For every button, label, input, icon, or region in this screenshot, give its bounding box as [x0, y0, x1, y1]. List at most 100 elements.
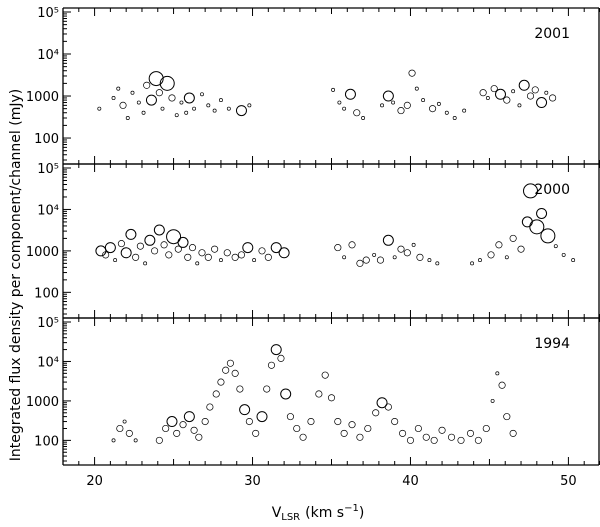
data-point: [334, 244, 342, 252]
data-point: [165, 251, 173, 259]
data-point: [136, 242, 144, 250]
data-point: [190, 426, 198, 434]
data-point: [166, 416, 178, 428]
data-point: [201, 417, 209, 426]
data-point: [212, 108, 217, 113]
data-point: [143, 81, 151, 89]
data-point: [119, 101, 127, 109]
data-point: [239, 404, 251, 416]
data-point: [217, 378, 225, 386]
data-point: [503, 413, 511, 421]
data-point: [218, 98, 223, 103]
data-point: [125, 116, 130, 120]
data-point: [503, 96, 511, 104]
data-point: [198, 249, 206, 257]
x-axis-title-subscript: LSR: [281, 512, 300, 523]
data-point: [195, 261, 200, 266]
data-point: [517, 245, 525, 253]
data-point: [523, 183, 539, 199]
data-point: [179, 100, 184, 105]
data-point: [120, 247, 132, 259]
data-point: [299, 433, 307, 441]
data-point: [277, 354, 285, 362]
data-point: [293, 424, 301, 433]
data-point: [245, 417, 253, 426]
data-point: [549, 94, 557, 102]
data-point: [206, 103, 211, 108]
data-point: [141, 110, 146, 115]
data-point: [518, 79, 530, 91]
data-point: [252, 258, 257, 263]
data-point: [148, 71, 164, 87]
data-point: [340, 429, 348, 437]
data-point: [495, 371, 500, 376]
data-point: [470, 261, 475, 266]
data-point: [179, 421, 187, 429]
data-point: [403, 101, 411, 109]
data-point: [414, 86, 419, 91]
y-tick-label: 100: [34, 434, 59, 449]
data-point: [192, 106, 197, 111]
data-point: [342, 106, 347, 111]
x-axis-title-units: (km s: [305, 505, 344, 521]
y-tick-label: 10⁴: [37, 48, 59, 63]
data-point: [270, 242, 282, 254]
data-point: [200, 92, 204, 97]
data-point: [113, 258, 118, 263]
data-point: [315, 390, 323, 398]
data-point: [384, 403, 392, 411]
data-point: [97, 106, 102, 111]
panel-2001: 100 1000 10⁴ 10⁵ 2001: [26, 6, 600, 165]
data-point: [132, 253, 140, 261]
data-point: [372, 409, 380, 417]
data-point: [494, 88, 506, 100]
data-point: [204, 253, 212, 261]
panel-year-label: 2001: [534, 26, 570, 42]
data-point: [478, 258, 482, 263]
data-point: [153, 224, 165, 236]
data-point: [372, 252, 377, 257]
data-point: [511, 89, 516, 94]
data-point: [188, 244, 197, 252]
data-point: [278, 247, 290, 259]
data-point: [226, 359, 234, 367]
data-point: [399, 429, 407, 437]
y-tick-label: 100: [34, 132, 59, 147]
data-point: [376, 397, 388, 409]
data-point: [104, 242, 116, 254]
chart-panels: 100100010⁴10⁵2001100100010⁴10⁵2000100100…: [26, 6, 600, 489]
data-point: [218, 258, 223, 263]
data-point: [348, 241, 356, 249]
data-point: [211, 245, 219, 253]
x-axis-title-units-close: ): [359, 505, 364, 521]
data-point: [553, 244, 558, 249]
data-point: [376, 256, 385, 264]
data-point: [183, 411, 195, 423]
y-tick-label: 10⁴: [37, 355, 59, 370]
data-point: [536, 207, 548, 219]
data-point: [521, 216, 533, 228]
data-point: [236, 385, 244, 393]
data-point: [544, 90, 549, 95]
data-point: [479, 89, 487, 97]
data-point: [362, 256, 370, 264]
data-point: [280, 388, 292, 400]
data-point: [160, 241, 168, 249]
data-point: [490, 85, 498, 93]
data-point: [267, 361, 276, 369]
data-point: [143, 261, 148, 266]
data-point: [174, 245, 182, 253]
data-point: [111, 95, 116, 100]
y-axis-title: Integrated flux density per component/ch…: [8, 89, 24, 461]
data-point: [485, 95, 490, 100]
data-point: [490, 398, 495, 403]
data-point: [160, 106, 165, 111]
x-tick-label: 30: [244, 474, 261, 489]
panel-year-label: 2000: [534, 182, 570, 198]
data-point: [222, 366, 230, 374]
x-axis-title-units-exponent: −1: [344, 503, 359, 514]
y-tick-label: 10⁴: [37, 203, 59, 218]
data-point: [348, 421, 356, 429]
y-tick-label: 10⁵: [37, 6, 59, 21]
data-point: [364, 424, 372, 433]
